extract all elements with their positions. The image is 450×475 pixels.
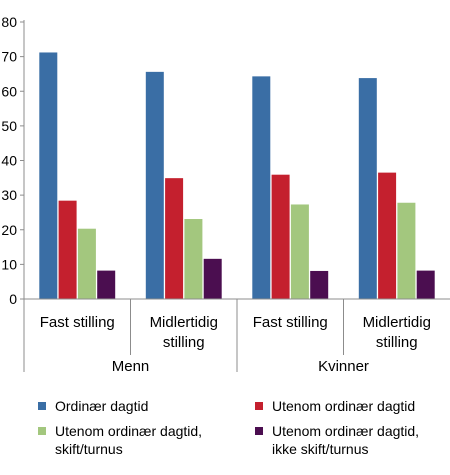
bar	[165, 178, 184, 299]
bar	[271, 174, 290, 299]
bar	[203, 258, 222, 299]
y-axis-ticks: 0 10 20 30 40 50 60 70 80	[1, 14, 17, 307]
legend-swatch	[38, 427, 46, 435]
bar	[378, 172, 397, 299]
legend-label-line: Utenom ordinær dagtid,	[272, 423, 419, 439]
bar	[416, 270, 435, 299]
x-category-label: Fast stilling	[40, 314, 115, 331]
x-category-label: Fast stilling	[253, 314, 328, 331]
x-category-label-line: stilling	[376, 334, 418, 351]
x-category-label-line: stilling	[163, 334, 205, 351]
bar	[252, 76, 271, 299]
y-tick-label: 50	[1, 118, 17, 134]
x-category-label-line: Fast stilling	[40, 314, 115, 331]
legend-label-line: ikke skift/turnus	[272, 441, 368, 457]
x-category-label: Midlertidig stilling	[150, 314, 218, 351]
x-category-label-line: Midlertidig	[150, 314, 218, 331]
bar	[290, 204, 309, 299]
y-tick-label: 20	[1, 222, 17, 238]
legend-swatch	[255, 427, 263, 435]
x-group-label: Kvinner	[318, 358, 369, 375]
bar	[58, 200, 77, 299]
y-tick-label: 0	[9, 291, 17, 307]
legend-label-line: Ordinær dagtid	[55, 398, 148, 414]
bars	[39, 52, 435, 299]
y-tick-label: 80	[1, 14, 17, 30]
bar	[397, 202, 416, 299]
bar	[145, 71, 164, 299]
x-category-label-line: Fast stilling	[253, 314, 328, 331]
y-tick-label: 60	[1, 83, 17, 99]
x-category-label-line: Midlertidig	[363, 314, 431, 331]
x-axis-labels: Fast stilling Midlertidig stilling Fast sti…	[40, 314, 431, 375]
legend-label: Utenom ordinær dagtid, ikke skift/turnus	[272, 423, 419, 457]
legend-label: Ordinær dagtid	[55, 398, 148, 414]
legend-swatch	[255, 402, 263, 410]
legend-swatch	[38, 402, 46, 410]
axes	[20, 20, 450, 372]
y-tick-label: 30	[1, 187, 17, 203]
bar	[184, 219, 203, 299]
legend-label-line: Utenom ordinær dagtid	[272, 398, 415, 414]
x-group-label: Menn	[112, 358, 150, 375]
legend-label-line: Utenom ordinær dagtid,	[55, 423, 202, 439]
legend-label: Utenom ordinær dagtid, skift/turnus	[55, 423, 202, 457]
y-tick-label: 10	[1, 256, 17, 272]
legend: Ordinær dagtid Utenom ordinær dagtid Uteno…	[38, 398, 419, 457]
legend-label: Utenom ordinær dagtid	[272, 398, 415, 414]
bar	[97, 270, 116, 299]
bar	[310, 270, 329, 299]
bar	[358, 78, 377, 299]
y-tick-label: 40	[1, 153, 17, 169]
bar	[39, 52, 58, 299]
bar	[77, 228, 96, 299]
legend-label-line: skift/turnus	[55, 441, 123, 457]
y-tick-label: 70	[1, 49, 17, 65]
x-category-label: Midlertidig stilling	[363, 314, 431, 351]
